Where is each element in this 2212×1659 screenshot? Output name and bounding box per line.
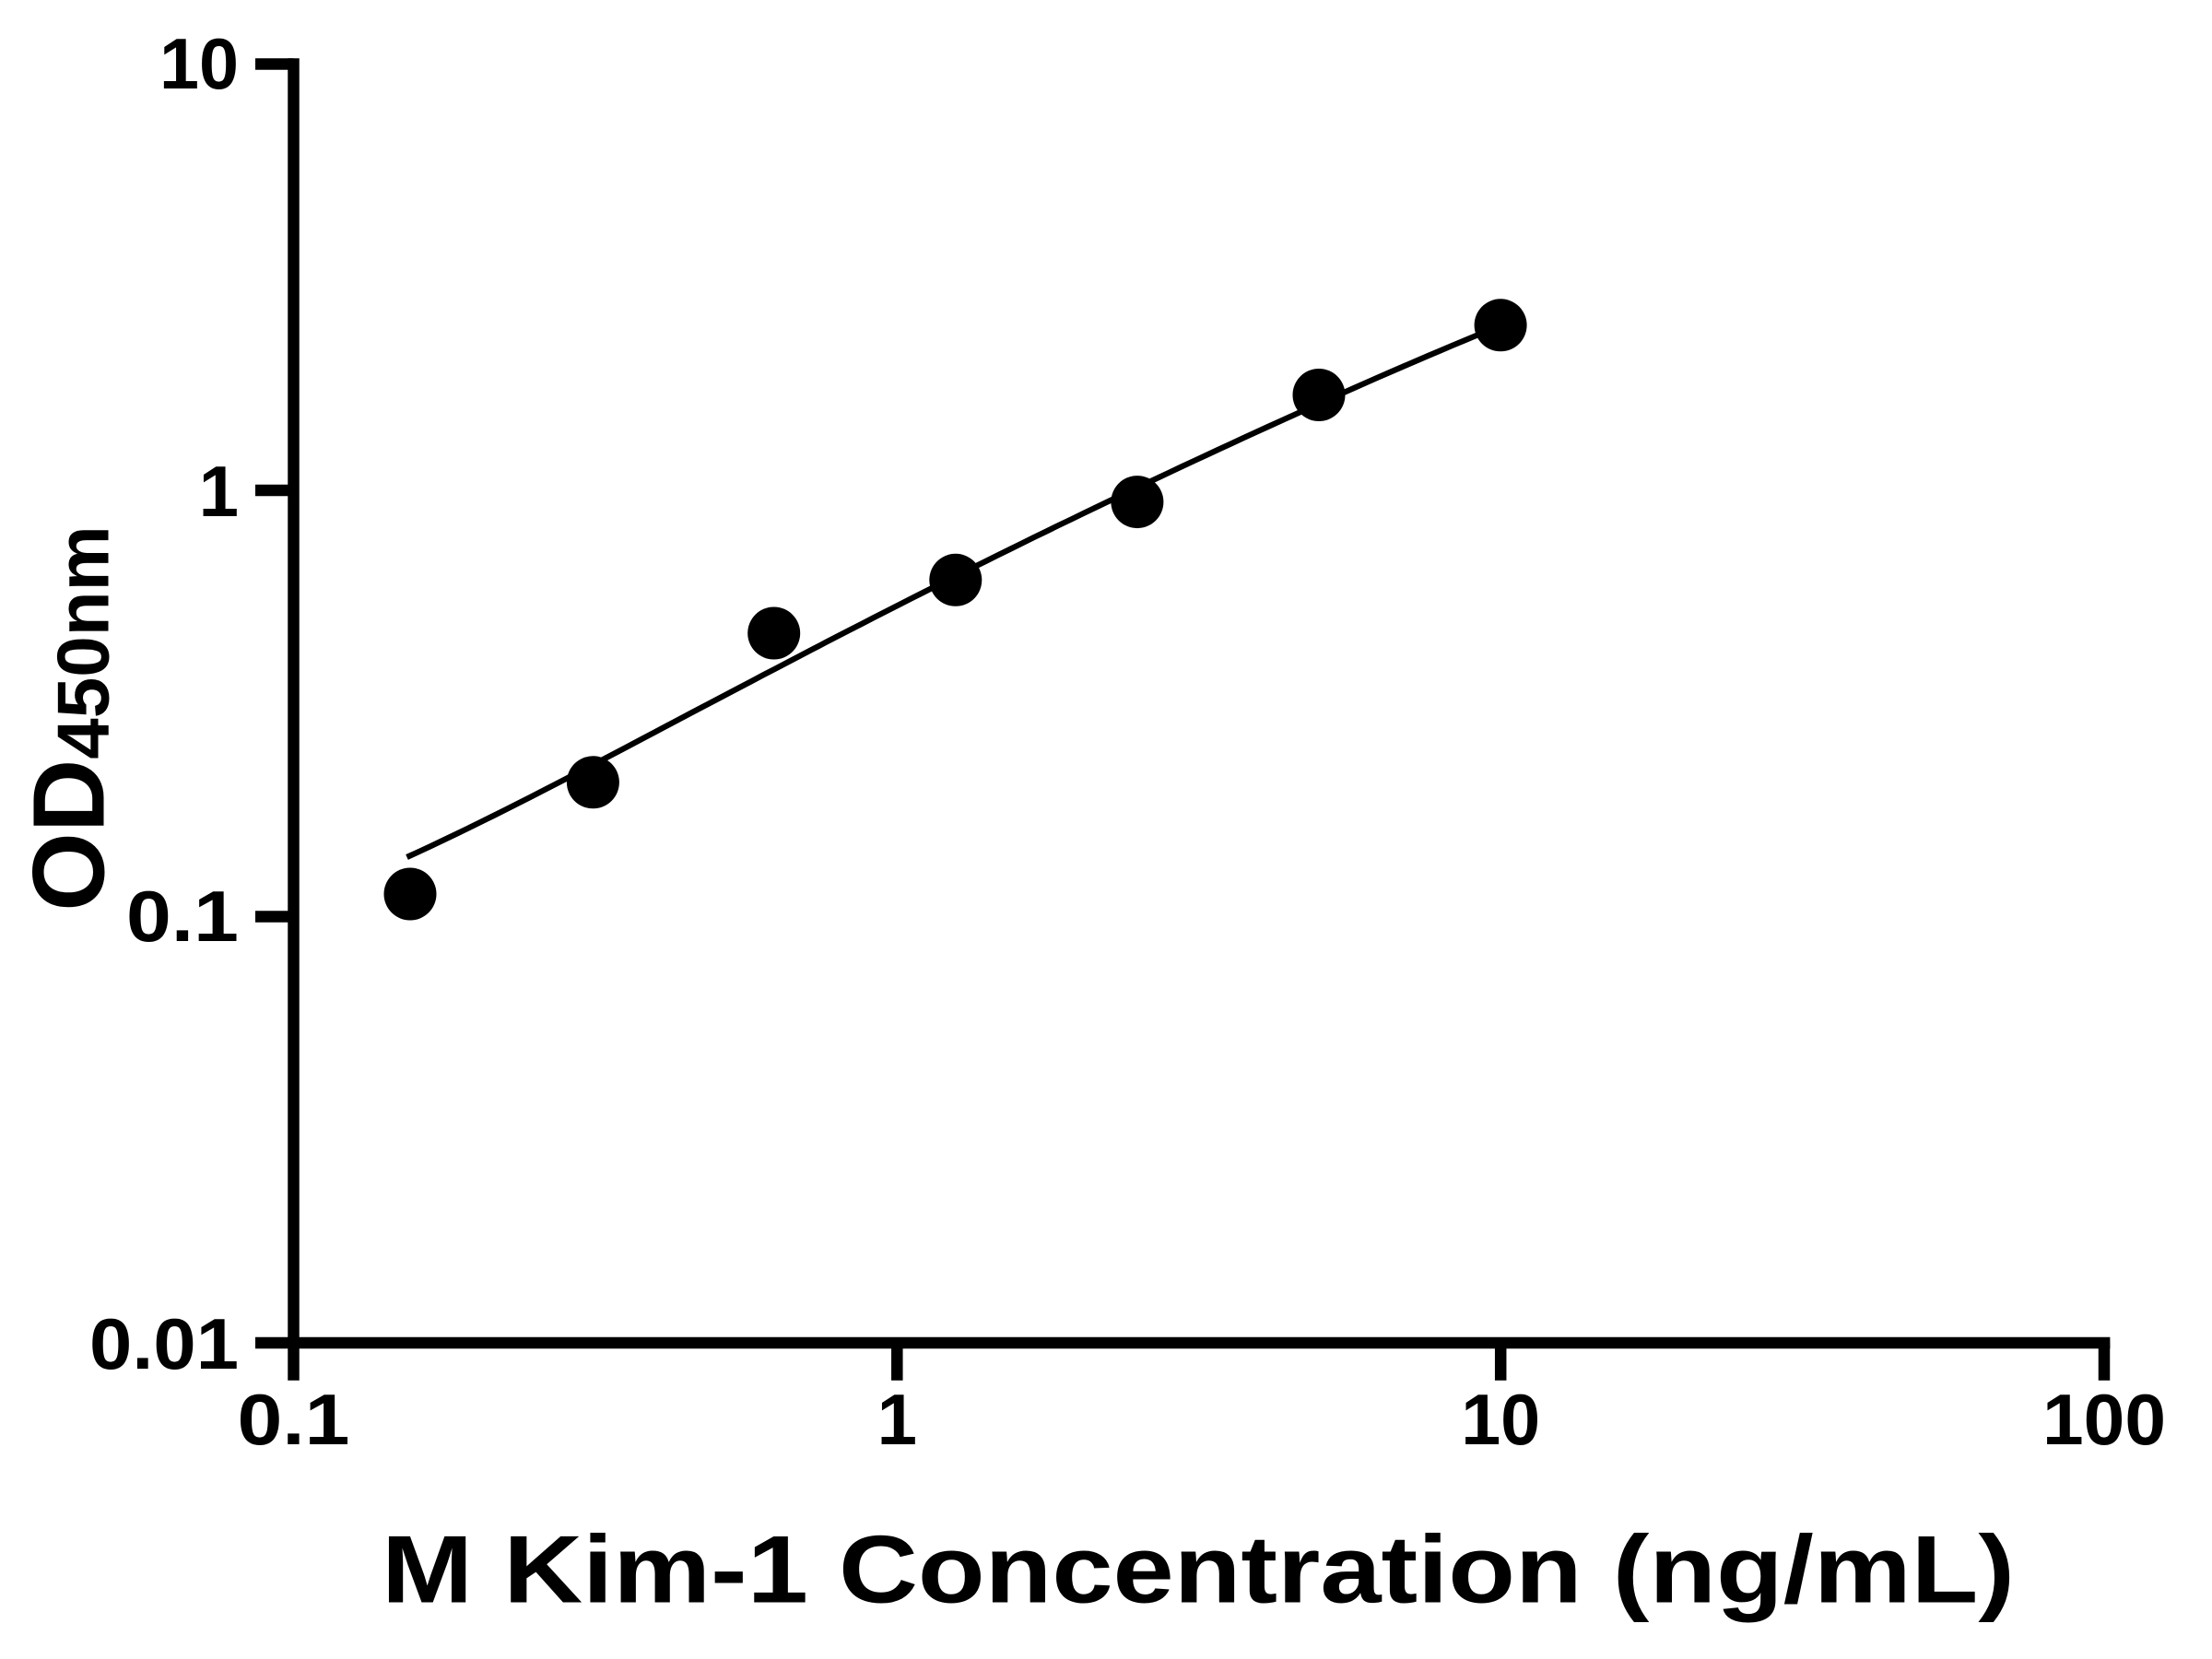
svg-text:10: 10: [159, 23, 239, 104]
svg-text:10: 10: [1461, 1379, 1540, 1460]
svg-text:1: 1: [877, 1379, 917, 1460]
svg-text:0.1: 0.1: [238, 1379, 350, 1460]
svg-text:100: 100: [2042, 1379, 2166, 1460]
svg-text:0.1: 0.1: [126, 876, 239, 957]
svg-text:M Kim-1 Concentration (ng/mL): M Kim-1 Concentration (ng/mL): [382, 1517, 2015, 1624]
svg-text:0.01: 0.01: [89, 1303, 239, 1384]
svg-text:1: 1: [199, 451, 239, 532]
